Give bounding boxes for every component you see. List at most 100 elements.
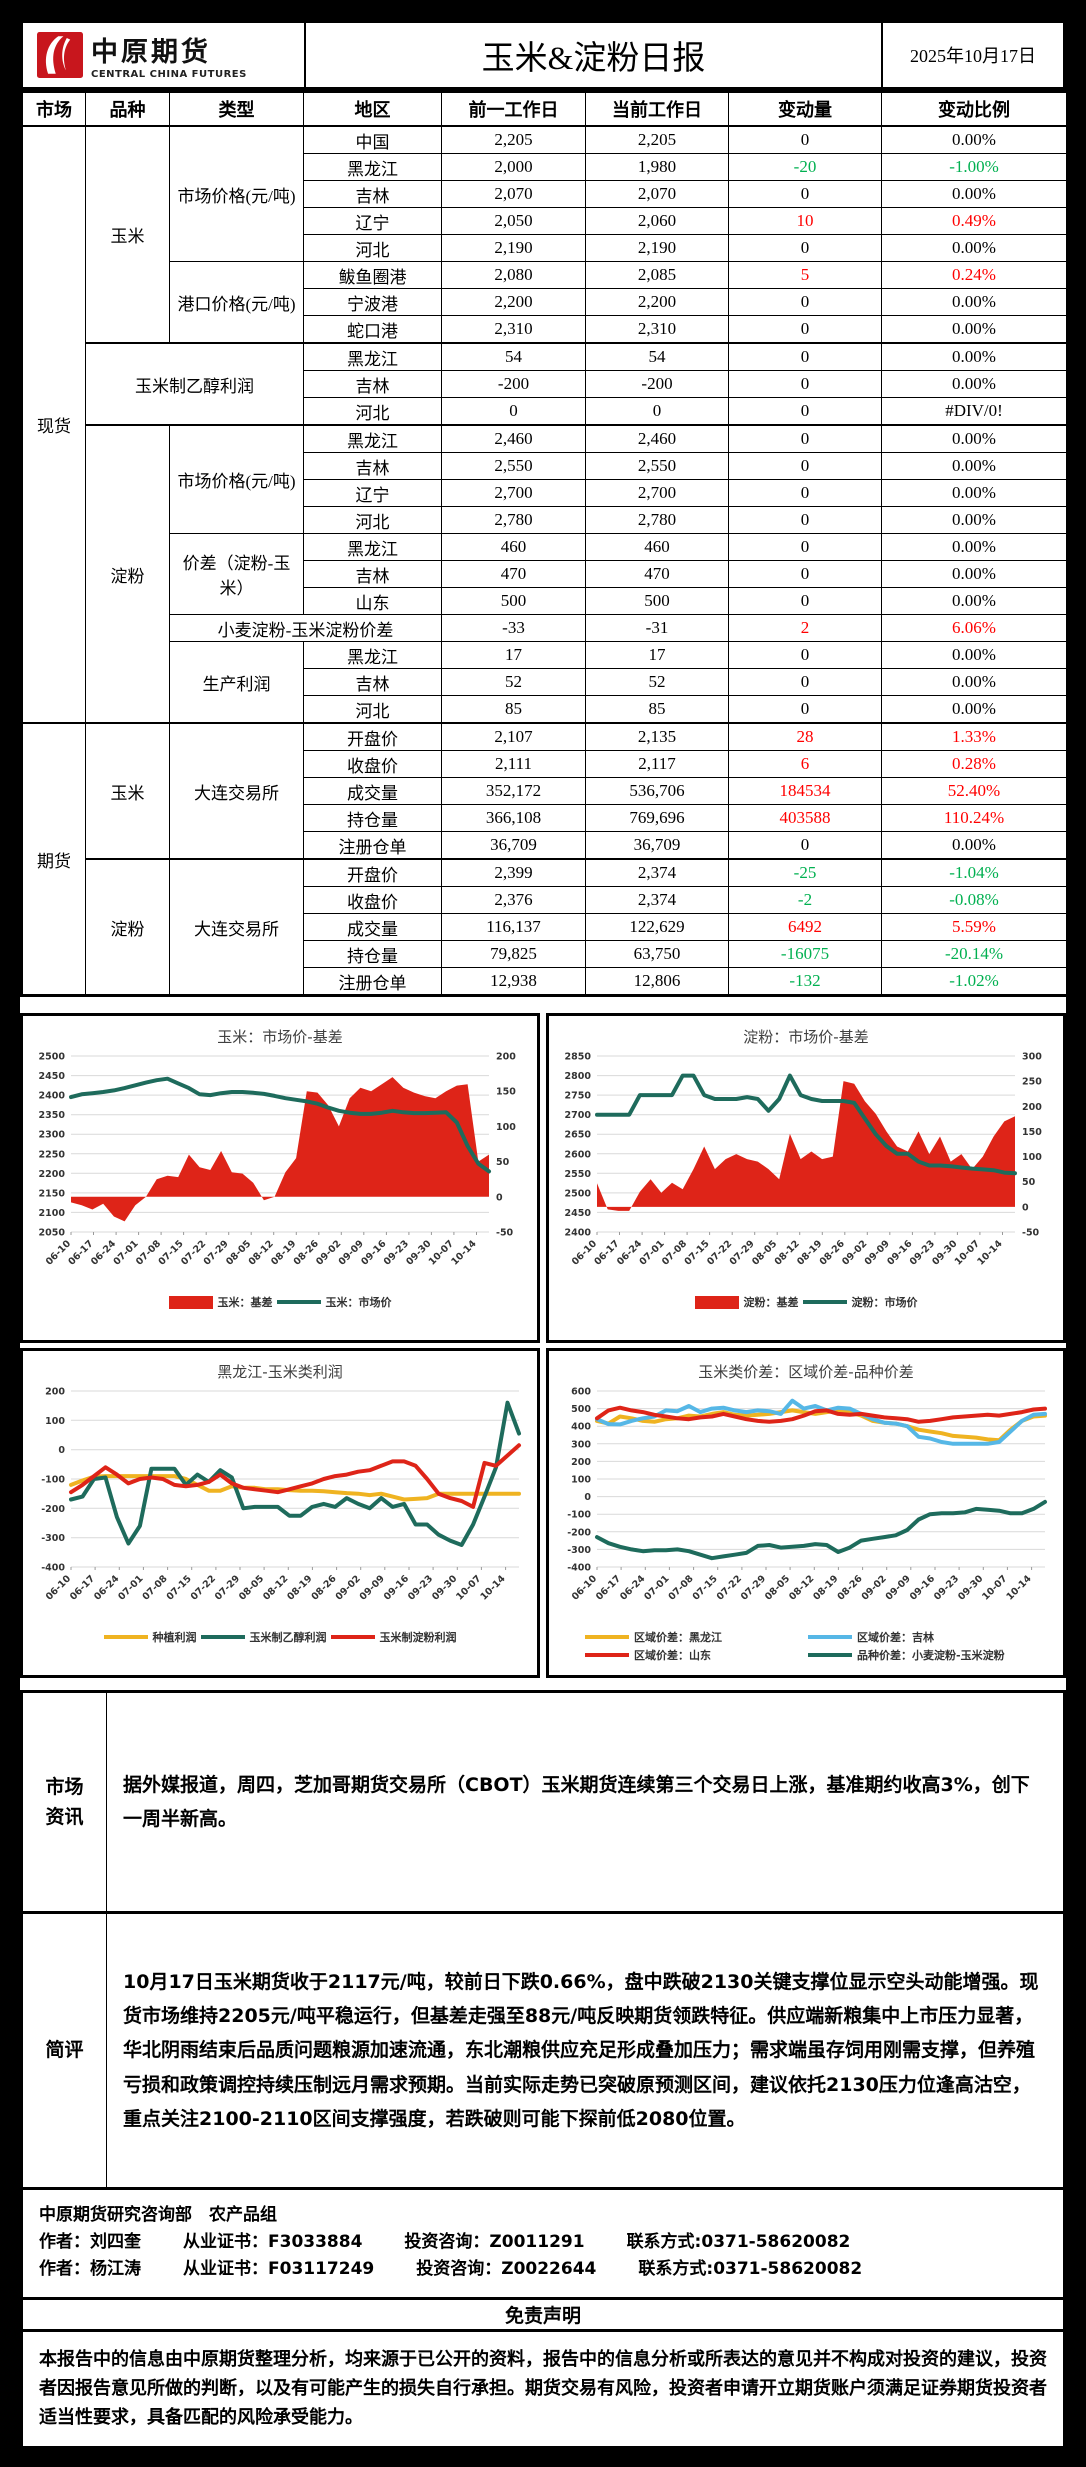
svg-text:0: 0 [58,1445,65,1456]
table-cell: 淀粉 [85,424,170,724]
chart-title: 淀粉：市场价-基差 [743,1028,869,1046]
table-cell: 河北 [303,506,442,534]
table-cell: 79,825 [441,940,586,968]
table-cell: 52 [585,668,729,696]
svg-text:100: 100 [1022,1152,1042,1163]
chart-legend: 淀粉：基差 淀粉：市场价 [549,1294,1063,1310]
table-row: 持仓量 79,825 63,750 -16075 -20.14% [22,940,1068,968]
svg-text:400: 400 [571,1422,591,1433]
disclaimer-text: 本报告中的信息由中原期货整理分析，均来源于已公开的资料，报告中的信息分析或所表达… [20,2332,1066,2450]
table-cell: -20.14% [881,940,1068,968]
svg-text:07-08: 07-08 [666,1573,696,1603]
table-cell: 0 [728,315,882,344]
table-cell: 0 [728,533,882,561]
table-cell: 1,980 [585,153,729,181]
table-row: 收盘价 2,376 2,374 -2 -0.08% [22,886,1068,914]
svg-text:2500: 2500 [565,1188,592,1199]
table-cell: 0 [441,397,586,426]
table-row: 辽宁 2,050 2,060 10 0.49% [22,207,1068,235]
table-cell: 769,696 [585,804,729,832]
table-row: 价差（淀粉-玉米） 黑龙江 460 460 0 0.00% [22,533,1068,615]
svg-text:2400: 2400 [565,1228,592,1239]
table-cell: 12,938 [441,967,586,996]
svg-text:-200: -200 [567,1527,591,1538]
column-header: 类型 [169,91,304,127]
table-cell: 2,700 [585,479,729,507]
table-cell: 辽宁 [303,479,442,507]
table-cell: 2,200 [585,288,729,316]
table-cell: 2,060 [585,207,729,235]
table-cell: 黑龙江 [303,641,442,669]
svg-text:08-12: 08-12 [261,1573,290,1602]
table-cell: #DIV/0! [881,397,1068,426]
table-cell: 市场价格(元/吨) [169,125,304,262]
table-cell: 蛇口港 [303,315,442,344]
svg-text:-300: -300 [567,1545,591,1556]
table-cell: 366,108 [441,804,586,832]
table-cell: 2,550 [441,452,586,480]
table-cell: 成交量 [303,777,442,805]
table-cell: 0 [728,288,882,316]
svg-text:0: 0 [584,1492,591,1503]
legend-item: 玉米：基差 [168,1294,273,1310]
svg-text:10-14: 10-14 [1004,1573,1034,1603]
table-cell: 期货 [21,722,86,996]
svg-text:2300: 2300 [39,1130,66,1141]
table-cell: 2,111 [441,750,586,778]
market-news-text: 据外媒报道，周四，芝加哥期货交易所（CBOT）玉米期货连续第三个交易日上涨，基准… [123,1773,1030,1830]
charts-row-2: 黑龙江-玉米类利润 200 100 0 -100 -200 -300 -400 06-10 06-… [20,1348,1066,1678]
table-cell: 2,374 [585,858,729,887]
table-cell: 17 [585,641,729,669]
table-cell: 收盘价 [303,750,442,778]
svg-text:200: 200 [1022,1102,1042,1113]
table-cell: 2,205 [585,125,729,154]
market-news-label: 市场资讯 [23,1693,107,1911]
table-cell: 0 [728,370,882,398]
svg-text:2400: 2400 [39,1091,66,1102]
report-page: 中原期货 CENTRAL CHINA FUTURES 玉米&淀粉日报 2025年… [20,20,1069,2450]
svg-text:-100: -100 [567,1510,591,1521]
table-cell: -1.04% [881,858,1068,887]
legend-label: 品种价差：小麦淀粉-玉米淀粉 [857,1649,1005,1662]
table-cell: 持仓量 [303,940,442,968]
chart-canvas: 2850280027502700265026002550250024502400… [565,1052,1043,1268]
chart-title: 玉米：市场价-基差 [217,1028,343,1046]
table-cell: 5 [728,261,882,289]
svg-text:2650: 2650 [565,1130,592,1141]
table-cell: 0 [728,234,882,262]
table-cell: -16075 [728,940,882,968]
table-cell: 0.28% [881,750,1068,778]
svg-text:200: 200 [496,1052,516,1063]
author-field: 联系方式:0371-58620082 [638,2259,863,2280]
chart-title: 玉米类价差：区域价差-品种价差 [698,1363,914,1381]
table-cell: 2,310 [441,315,586,344]
table-cell: 2,085 [585,261,729,289]
legend-swatch-icon [168,1295,213,1309]
column-header: 品种 [85,91,170,127]
table-cell: 500 [441,587,586,615]
column-header: 市场 [21,91,86,127]
chart-canvas: 2500 2450 2400 2350 2300 2250 2200 2150 2100 2050… [39,1052,517,1268]
author-field: 从业证书：F3033884 [183,2232,363,2253]
svg-text:2200: 2200 [39,1169,66,1180]
table-cell: -25 [728,858,882,887]
table-cell: 6 [728,750,882,778]
svg-text:2150: 2150 [39,1188,66,1199]
table-cell: -2 [728,886,882,914]
table-cell: 鲅鱼圈港 [303,261,442,289]
svg-text:2050: 2050 [39,1228,66,1239]
svg-text:10-14: 10-14 [478,1573,508,1603]
table-cell: 0 [728,560,882,588]
legend-swatch-icon [808,1635,852,1639]
table-header-row: 市场 品种 类型 地区 前一工作日 当前工作日 变动量 变动比例 [21,91,1068,127]
svg-text:50: 50 [496,1157,510,1168]
legend-label: 玉米制淀粉利润 [379,1631,457,1644]
chart-canvas: 2001000-100-200-300-40006-1006-1706-2407… [41,1387,521,1603]
table-cell: 2,070 [585,180,729,208]
table-row: 辽宁 2,700 2,700 0 0.00% [22,479,1068,507]
svg-text:09-23: 09-23 [932,1573,961,1602]
svg-text:08-26: 08-26 [309,1573,339,1603]
svg-text:200: 200 [45,1387,65,1398]
table-cell: 0 [728,641,882,669]
table-cell: 开盘价 [303,722,442,751]
